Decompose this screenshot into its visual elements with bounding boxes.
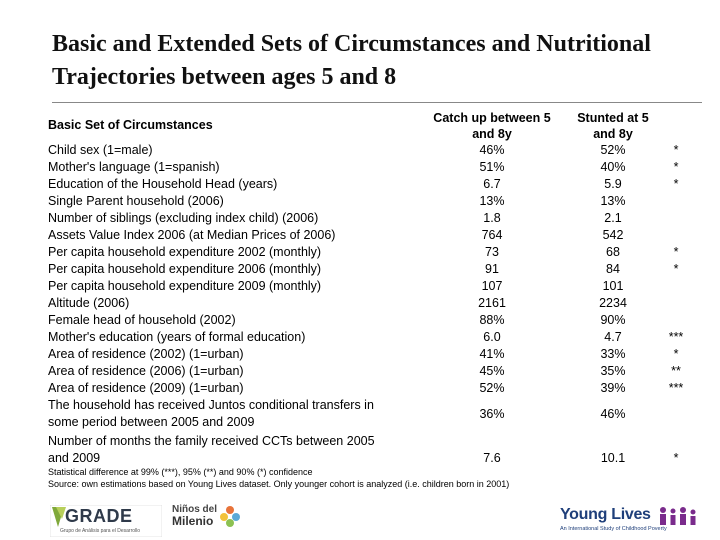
catch-up-value: 73 [485, 245, 499, 259]
significance-stars: * [673, 245, 679, 259]
row-label: Per capita household expenditure 2002 (m… [48, 245, 322, 259]
row-label: Number of siblings (excluding index chil… [48, 211, 319, 225]
catch-up-value: 7.6 [483, 451, 501, 465]
catch-up-value: 6.0 [483, 330, 501, 344]
source-footnote: Source: own estimations based on Young L… [48, 479, 510, 489]
stunted-value: 46% [600, 407, 626, 421]
significance-stars: * [673, 262, 679, 276]
grade-logo-subtitle: Grupo de Análisis para el Desarrollo [60, 528, 141, 534]
table-row: Per capita household expenditure 2009 (m… [0, 278, 720, 295]
table-row: Single Parent household (2006) 13% 13% [0, 193, 720, 210]
row-label: Area of residence (2006) (1=urban) [48, 364, 244, 378]
table-row: Mother's language (1=spanish) 51% 40% * [0, 159, 720, 176]
significance-stars: * [673, 160, 679, 174]
ninos-del-milenio-logo: Niños del Milenio [172, 504, 242, 538]
catch-up-value: 764 [481, 228, 503, 242]
row-label: Mother's education (years of formal educ… [48, 330, 306, 344]
table-row: Area of residence (2002) (1=urban) 41% 33%… [0, 346, 720, 363]
table-row: Female head of household (2002) 88% 90% [0, 312, 720, 329]
catch-up-value: 46% [479, 143, 505, 157]
table-row: Assets Value Index 2006 (at Median Price… [0, 227, 720, 244]
significance-stars: * [673, 143, 679, 157]
row-label: Female head of household (2002) [48, 313, 236, 327]
catch-up-value: 52% [479, 381, 505, 395]
table-row: Area of residence (2006) (1=urban) 45% 35%… [0, 363, 720, 380]
stunted-value: 52% [600, 143, 626, 157]
row-label: Single Parent household (2006) [48, 194, 224, 208]
table-row: Area of residence (2009) (1=urban) 52% 39%… [0, 380, 720, 397]
stunted-value: 39% [600, 381, 626, 395]
stunted-value: 5.9 [604, 177, 622, 191]
col-header-catch-up: Catch up between 5 and 8y [433, 111, 551, 141]
catch-up-value: 6.7 [483, 177, 501, 191]
slide-title: Basic and Extended Sets of Circumstances… [52, 31, 651, 90]
stunted-value: 542 [602, 228, 624, 242]
significance-stars: ** [671, 364, 681, 378]
section-label: Basic Set of Circumstances [48, 118, 213, 132]
grade-logo [50, 505, 162, 537]
table-row: Altitude (2006) 2161 2234 [0, 295, 720, 312]
row-label: Education of the Household Head (years) [48, 177, 278, 191]
table-row: Number of siblings (excluding index chil… [0, 210, 720, 227]
significance-stars: *** [668, 381, 684, 395]
catch-up-value: 45% [479, 364, 505, 378]
young-lives-logo: Young Lives An International Study of Ch… [560, 506, 700, 536]
significance-stars: * [673, 177, 679, 191]
table-row: Child sex (1=male) 46% 52% * [0, 142, 720, 159]
stunted-value: 4.7 [604, 330, 622, 344]
catch-up-value: 107 [481, 279, 503, 293]
people-icon [660, 507, 696, 525]
col-header-stunted: Stunted at 5 and 8y [577, 111, 649, 141]
significance-stars: * [673, 451, 679, 465]
stunted-value: 2234 [599, 296, 627, 310]
catch-up-value: 41% [479, 347, 505, 361]
row-label: Mother's language (1=spanish) [48, 160, 220, 174]
significance-stars: * [673, 347, 679, 361]
table-row: Per capita household expenditure 2002 (m… [0, 244, 720, 261]
catch-up-value: 91 [485, 262, 499, 276]
row-label: The household has received Juntos condit… [48, 398, 374, 429]
stunted-value: 68 [606, 245, 620, 259]
catch-up-value: 36% [479, 407, 505, 421]
grade-logo-text: GRADE [65, 506, 133, 526]
row-label: Per capita household expenditure 2009 (m… [48, 279, 322, 293]
stunted-value: 101 [602, 279, 624, 293]
stunted-value: 33% [600, 347, 626, 361]
stunted-value: 35% [600, 364, 626, 378]
stunted-value: 90% [600, 313, 626, 327]
stunted-value: 10.1 [600, 451, 626, 465]
table-row-cct: Number of months the family received CCT… [0, 433, 720, 469]
row-label: Number of months the family received CCT… [48, 434, 375, 465]
table-row-juntos: The household has received Juntos condit… [0, 397, 720, 433]
row-label: Per capita household expenditure 2006 (m… [48, 262, 322, 276]
stunted-value: 2.1 [604, 211, 622, 225]
row-label: Area of residence (2002) (1=urban) [48, 347, 244, 361]
title-divider [52, 102, 702, 103]
catch-up-value: 13% [479, 194, 505, 208]
circumstances-table: Child sex (1=male) 46% 52% * Mother's langu… [0, 142, 720, 469]
significance-footnote: Statistical difference at 99% (***), 95%… [48, 467, 313, 477]
table-row: Per capita household expenditure 2006 (m… [0, 261, 720, 278]
catch-up-value: 51% [479, 160, 505, 174]
catch-up-value: 88% [479, 313, 505, 327]
stunted-value: 40% [600, 160, 626, 174]
stunted-value: 84 [606, 262, 620, 276]
significance-stars: *** [668, 330, 684, 344]
stunted-value: 13% [600, 194, 626, 208]
row-label: Altitude (2006) [48, 296, 130, 310]
flower-icon [220, 506, 240, 527]
catch-up-value: 2161 [478, 296, 506, 310]
table-row: Mother's education (years of formal educ… [0, 329, 720, 346]
row-label: Assets Value Index 2006 (at Median Price… [48, 228, 336, 242]
table-row: Education of the Household Head (years) 6… [0, 176, 720, 193]
catch-up-value: 1.8 [483, 211, 501, 225]
row-label: Area of residence (2009) (1=urban) [48, 381, 244, 395]
row-label: Child sex (1=male) [48, 143, 153, 157]
